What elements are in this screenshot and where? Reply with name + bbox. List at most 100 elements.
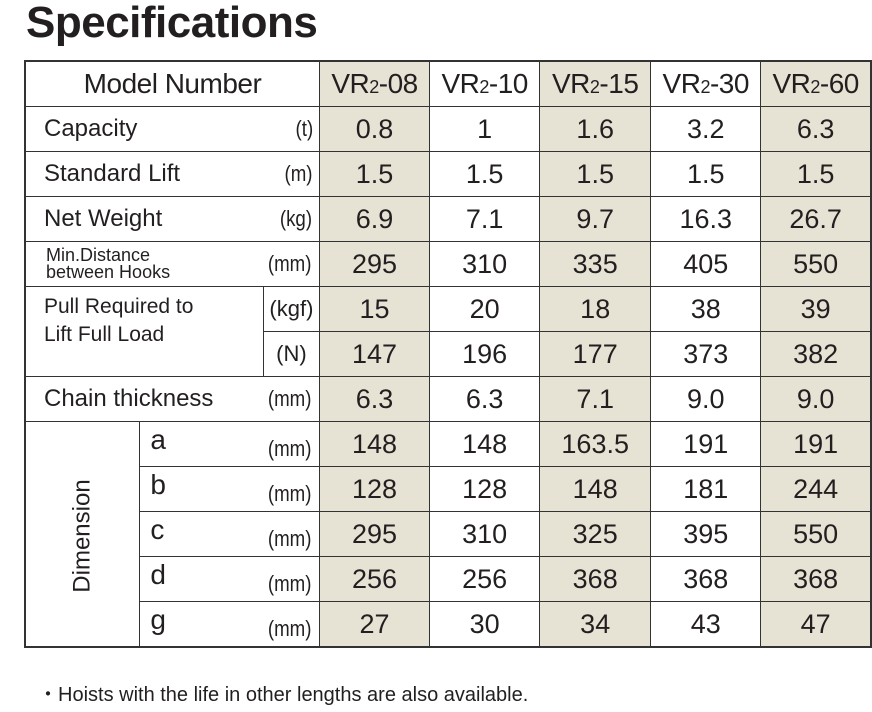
model-prefix: VR [772, 68, 811, 99]
model-prefix: VR [552, 68, 590, 99]
unit-label: (mm) [267, 386, 312, 411]
label-line: Min.Distance [46, 245, 151, 265]
model-header: VR2-10 [429, 60, 541, 107]
value-cell: 196 [429, 331, 541, 377]
model-header: VR2-15 [539, 60, 652, 107]
dimension-letter: g [150, 604, 166, 635]
value-cell: 1.6 [539, 106, 652, 152]
table-row: Standard Lift (m) 1.5 1.5 1.5 1.5 1.5 [24, 151, 872, 197]
value-cell: 368 [650, 556, 762, 602]
model-sub: 2 [589, 77, 600, 97]
value-cell: 310 [429, 511, 541, 557]
unit-label: (mm) [267, 481, 312, 506]
value-cell: 191 [760, 421, 872, 467]
row-label: Min.Distance between Hooks [46, 245, 171, 282]
value-cell: 148 [429, 421, 541, 467]
value-cell: 43 [650, 601, 762, 648]
row-header: Net Weight (kg) [24, 196, 320, 242]
value-cell: 7.1 [539, 376, 652, 422]
value-cell: 295 [318, 241, 431, 287]
value-cell: 9.7 [539, 196, 652, 242]
row-header: Chain thickness (mm) [24, 376, 320, 422]
value-cell: 128 [318, 466, 431, 512]
value-cell: 1.5 [760, 151, 872, 197]
value-cell: 34 [539, 601, 652, 648]
model-header: VR2-60 [760, 60, 872, 107]
row-header: Capacity (t) [24, 106, 320, 152]
value-cell: 405 [650, 241, 762, 287]
unit-label: (kg) [279, 206, 313, 231]
value-cell: 368 [539, 556, 652, 602]
unit-label: (mm) [267, 526, 312, 551]
dimension-letter: b [150, 469, 166, 500]
row-header: a (mm) [139, 421, 320, 467]
value-cell: 128 [429, 466, 541, 512]
value-cell: 3.2 [650, 106, 762, 152]
table-row: Pull Required to Lift Full Load (kgf) 15 20 1… [24, 286, 872, 377]
value-cell: 550 [760, 241, 872, 287]
value-cell: 382 [760, 331, 872, 377]
value-cell: 1.5 [318, 151, 431, 197]
label-line: Lift Full Load [44, 323, 165, 346]
model-sub: 2 [810, 77, 820, 97]
table-row: Chain thickness (mm) 6.3 6.3 7.1 9.0 9.0 [24, 376, 872, 422]
value-cell: 310 [429, 241, 541, 287]
value-cell: 148 [318, 421, 431, 467]
dimension-letter: a [150, 424, 166, 455]
model-sub: 2 [700, 77, 710, 97]
label-line: Pull Required to [44, 295, 194, 318]
value-cell: 1 [429, 106, 541, 152]
value-cell: 335 [539, 241, 652, 287]
row-label: Capacity [44, 115, 138, 142]
model-header: VR2-08 [318, 60, 431, 107]
value-cell: 18 [539, 286, 652, 332]
value-cell: 191 [650, 421, 762, 467]
table-row: Capacity (t) 0.8 1 1.6 3.2 6.3 [24, 106, 872, 152]
value-cell: 256 [318, 556, 431, 602]
row-label: Net Weight [44, 205, 163, 232]
value-cell: 163.5 [539, 421, 652, 467]
value-cell: 6.3 [318, 376, 431, 422]
unit-label: (mm) [267, 251, 312, 276]
model-suffix: -15 [599, 68, 639, 99]
page-title: Specifications [26, 0, 318, 47]
value-cell: 1.5 [429, 151, 541, 197]
value-cell: 1.5 [650, 151, 762, 197]
value-cell: 256 [429, 556, 541, 602]
model-sub: 2 [369, 77, 379, 97]
model-number-label: Model Number [24, 60, 320, 107]
value-cell: 38 [650, 286, 762, 332]
value-cell: 6.3 [429, 376, 541, 422]
value-cell: 15 [318, 286, 431, 332]
value-cell: 9.0 [650, 376, 762, 422]
table-row: b (mm) 128 128 148 181 244 [25, 466, 872, 512]
row-header: Min.Distance between Hooks (mm) [24, 241, 320, 287]
label-line: between Hooks [46, 262, 171, 282]
value-cell: 325 [539, 511, 652, 557]
value-cell: 373 [650, 331, 762, 377]
value-cell: 16.3 [650, 196, 762, 242]
row-label: Chain thickness [44, 385, 214, 412]
unit-label: (t) [295, 116, 314, 141]
pull-label: Pull Required to Lift Full Load [24, 286, 264, 377]
value-cell: 0.8 [318, 106, 431, 152]
value-cell: 6.3 [760, 106, 872, 152]
value-cell: 39 [760, 286, 872, 332]
value-cell: 1.5 [539, 151, 652, 197]
row-header: g (mm) [139, 601, 320, 648]
value-cell: 395 [650, 511, 762, 557]
value-cell: 47 [760, 601, 872, 648]
model-prefix: VR [441, 68, 480, 99]
unit-label: (kgf) [262, 286, 320, 332]
model-suffix: -08 [378, 68, 418, 99]
table-row: Dimension a (mm) 148 148 163.5 191 191 [24, 421, 872, 648]
model-prefix: VR [662, 68, 701, 99]
model-prefix: VR [331, 68, 370, 99]
value-cell: 550 [760, 511, 872, 557]
model-header: VR2-30 [650, 60, 762, 107]
value-cell: 7.1 [429, 196, 541, 242]
value-cell: 177 [539, 331, 652, 377]
model-suffix: -60 [819, 68, 859, 99]
value-cell: 30 [429, 601, 541, 648]
value-cell: 6.9 [318, 196, 431, 242]
